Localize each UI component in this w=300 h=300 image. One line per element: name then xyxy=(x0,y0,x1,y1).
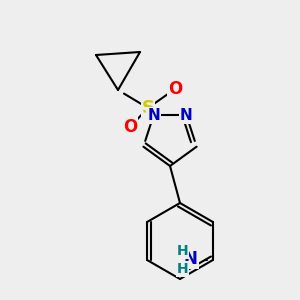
Text: N: N xyxy=(180,108,193,123)
Text: N: N xyxy=(147,108,160,123)
Text: S: S xyxy=(142,99,154,117)
Text: N: N xyxy=(184,250,198,268)
Text: O: O xyxy=(168,80,182,98)
Text: H: H xyxy=(177,244,189,258)
Text: H: H xyxy=(177,262,189,276)
Text: O: O xyxy=(123,118,137,136)
